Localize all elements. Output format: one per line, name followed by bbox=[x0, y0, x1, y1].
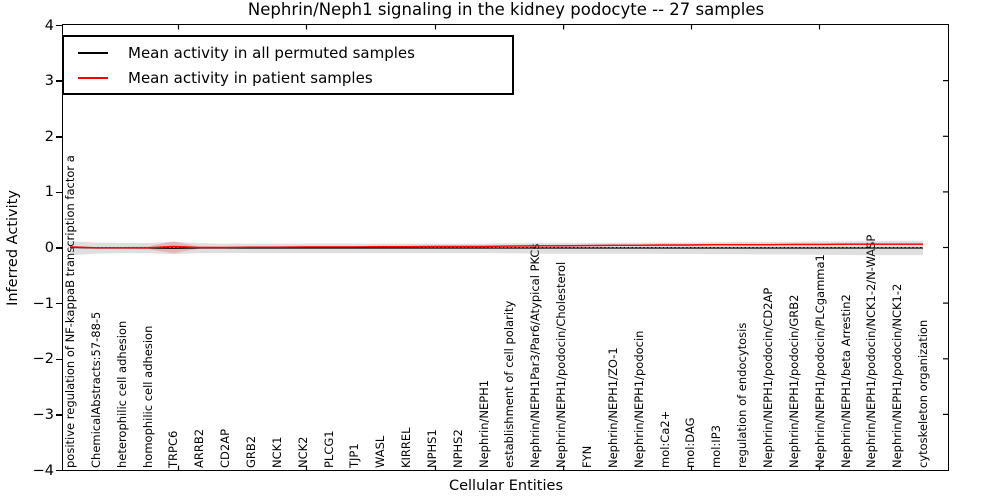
y-axis-tick bbox=[56, 247, 62, 249]
legend-item-permuted: Mean activity in all permuted samples bbox=[78, 44, 512, 62]
y-tick-label: 1 bbox=[44, 184, 54, 201]
legend-label-patient: Mean activity in patient samples bbox=[128, 68, 373, 87]
y-axis-tick bbox=[56, 358, 62, 360]
y-tick-label: −2 bbox=[32, 351, 54, 368]
legend-label-permuted: Mean activity in all permuted samples bbox=[128, 43, 415, 62]
plot-area: positive regulation of NF-kappaB transcr… bbox=[62, 24, 949, 471]
chart-svg bbox=[69, 25, 948, 470]
y-axis-tick bbox=[56, 414, 62, 416]
y-axis-tick bbox=[56, 191, 62, 194]
y-axis-label: Inferred Activity bbox=[5, 190, 21, 306]
series-line-1 bbox=[69, 243, 923, 249]
legend-item-patient: Mean activity in patient samples bbox=[78, 69, 512, 87]
y-tick-label: 3 bbox=[44, 73, 54, 90]
y-tick-label: −1 bbox=[32, 295, 54, 312]
y-axis-tick bbox=[56, 302, 62, 305]
y-tick-label: −4 bbox=[32, 462, 54, 479]
y-axis-tick bbox=[56, 80, 62, 82]
legend-swatch-patient-line bbox=[78, 76, 108, 79]
chart-title: Nephrin/Neph1 signaling in the kidney po… bbox=[247, 0, 765, 19]
y-tick-label: 0 bbox=[44, 240, 54, 256]
y-tick-label: 4 bbox=[44, 17, 54, 34]
y-axis-tick bbox=[56, 469, 62, 472]
legend-swatch-permuted-line bbox=[78, 51, 108, 54]
y-tick-label: −3 bbox=[32, 406, 54, 423]
y-axis-tick bbox=[56, 136, 62, 138]
x-axis-label: Cellular Entities bbox=[448, 478, 564, 494]
y-tick-label: 2 bbox=[44, 128, 54, 145]
legend: Mean activity in all permuted samples Me… bbox=[62, 35, 514, 95]
y-axis-tick bbox=[56, 24, 62, 27]
